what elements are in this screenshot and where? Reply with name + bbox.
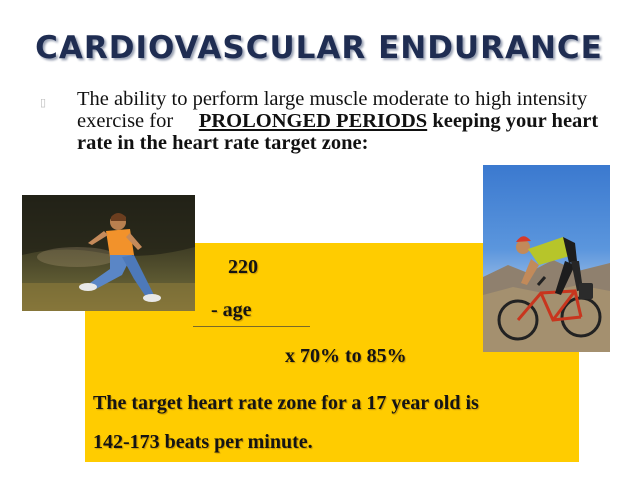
- formula-divider: [193, 326, 310, 327]
- runner-photo: [22, 195, 195, 311]
- definition-part1: The ability to perform large muscle mode…: [77, 88, 588, 132]
- cyclist-photo: [483, 165, 610, 352]
- cyclist-illustration: [483, 236, 610, 352]
- formula-line-220: 220: [228, 256, 258, 278]
- definition-text: The ability to perform large muscle mode…: [77, 88, 607, 154]
- formula-line-percent: x 70% to 85%: [285, 345, 407, 367]
- definition-emphasis: PROLONGED PERIODS: [198, 110, 428, 132]
- formula-line-age: - age: [211, 299, 252, 321]
- definition-part2: keeping your heart rate in the heart rat…: [77, 110, 599, 154]
- runner-illustration: [22, 195, 195, 311]
- target-zone-statement: The target heart rate zone for a 17 year…: [93, 392, 479, 414]
- bullet-marker: ▯: [40, 97, 47, 109]
- slide-title: CARDIOVASCULAR ENDURANCE: [35, 30, 603, 66]
- target-zone-result: 142-173 beats per minute.: [93, 431, 313, 453]
